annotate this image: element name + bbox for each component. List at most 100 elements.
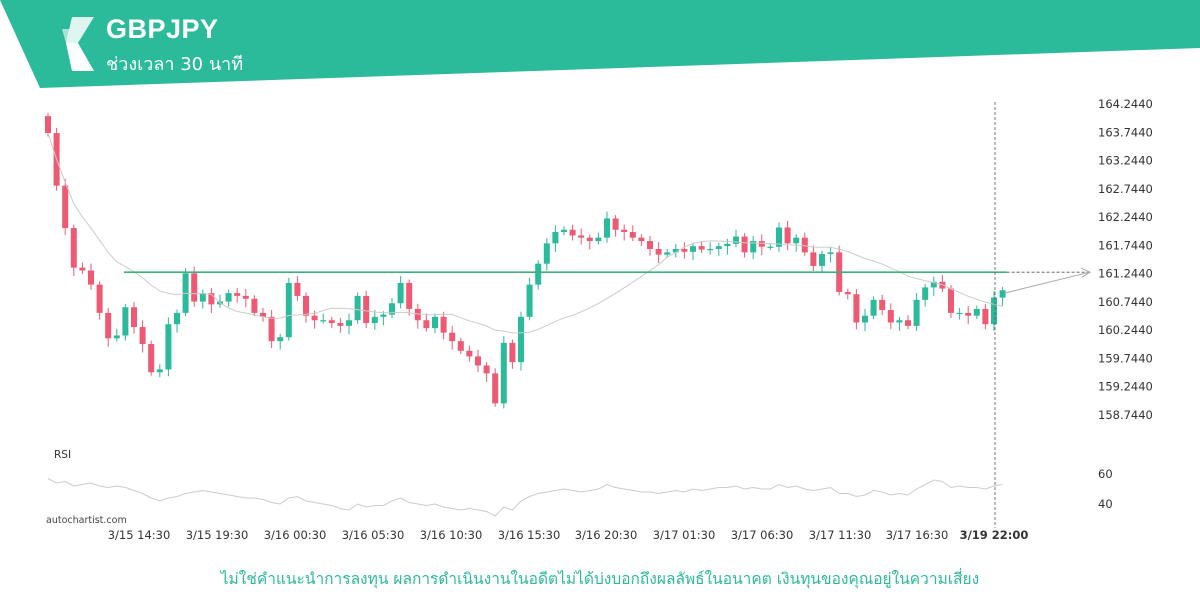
candle: [965, 306, 972, 325]
x-tick-label: 3/16 20:30: [575, 528, 638, 542]
candle: [922, 284, 929, 307]
x-tick-label: 3/15 19:30: [186, 528, 249, 542]
candle: [715, 242, 722, 256]
candle: [242, 289, 249, 308]
candle: [552, 225, 559, 252]
candle: [70, 224, 77, 277]
y-tick-label: 158.7440: [1098, 408, 1153, 422]
candle: [363, 290, 370, 329]
candle: [758, 234, 765, 256]
candle: [475, 349, 481, 373]
candle: [879, 294, 886, 316]
candle: [776, 222, 782, 252]
candle: [449, 325, 456, 350]
header-shape: [0, 0, 1200, 88]
candle: [139, 320, 146, 353]
candle: [896, 316, 903, 331]
moving-average-line: [47, 132, 1003, 334]
candle: [595, 232, 602, 245]
x-tick-label: 3/17 11:30: [809, 528, 872, 542]
rsi-tick-label: 40: [1098, 497, 1113, 511]
candle: [844, 288, 851, 300]
x-axis: 3/15 14:30 3/15 19:30 3/16 00:30 3/16 05:30…: [108, 528, 1029, 542]
candle: [655, 242, 662, 264]
candle: [191, 266, 198, 307]
candle: [905, 315, 911, 330]
candle: [148, 340, 155, 376]
forecast-arrow-head-icon: [1080, 267, 1092, 278]
candle: [569, 224, 576, 241]
risk-disclaimer: ไม่ใช่คำแนะนำการลงทุน ผลการดำเนินงานในอด…: [220, 570, 980, 588]
candle: [156, 364, 163, 378]
candle: [79, 262, 86, 274]
y-tick-label: 159.2440: [1098, 380, 1153, 394]
candle: [122, 303, 129, 341]
rsi-line: [47, 478, 1003, 517]
candle: [887, 303, 894, 330]
candle: [466, 345, 473, 362]
candle: [629, 225, 636, 242]
candle: [543, 238, 550, 271]
candle: [354, 292, 361, 324]
candle: [586, 234, 593, 250]
candle: [509, 339, 516, 369]
candle: [389, 298, 395, 318]
candle: [741, 233, 748, 258]
candle: [853, 289, 860, 330]
x-tick-label: 3/16 00:30: [264, 528, 327, 542]
candle: [96, 281, 103, 320]
candle: [182, 268, 189, 317]
candle: [423, 313, 430, 332]
candle: [234, 287, 241, 303]
y-tick-label: 160.7440: [1098, 295, 1153, 309]
x-tick-label: 3/17 06:30: [731, 528, 794, 542]
candle: [320, 313, 327, 324]
candle: [303, 292, 309, 323]
rsi-label: RSI: [54, 449, 71, 461]
candle: [88, 263, 94, 290]
y-tick-label: 164.2440: [1098, 97, 1153, 111]
x-tick-label: 3/16 05:30: [342, 528, 405, 542]
candle: [698, 241, 705, 253]
candle: [948, 285, 954, 318]
candle: [690, 242, 696, 261]
candle: [707, 242, 714, 255]
candle: [767, 243, 774, 251]
candle: [260, 307, 266, 322]
symbol-title: GBPJPY: [106, 14, 219, 44]
candle: [870, 296, 877, 320]
candle: [801, 232, 808, 256]
candle: [518, 311, 524, 371]
candle: [105, 307, 112, 347]
y-tick-label: 161.2440: [1098, 267, 1153, 281]
candle: [930, 276, 937, 296]
candle: [638, 234, 645, 247]
candle: [750, 235, 757, 260]
candle: [225, 289, 232, 307]
forecast-arrow: [1004, 271, 1091, 294]
candle: [492, 368, 499, 407]
candle: [131, 302, 137, 334]
header-banner: GBPJPY ช่วงเวลา 30 นาที: [0, 0, 1200, 88]
candle: [62, 178, 69, 235]
y-tick-label: 159.7440: [1098, 351, 1153, 365]
y-tick-label: 163.2440: [1098, 154, 1153, 168]
x-tick-label: 3/17 01:30: [653, 528, 716, 542]
candle: [784, 220, 791, 251]
timeframe-label: ช่วงเวลา 30 นาที: [106, 54, 244, 75]
candle: [578, 228, 585, 245]
candle: [268, 310, 275, 348]
candle: [827, 247, 834, 263]
y-tick-label: 161.7440: [1098, 238, 1153, 252]
candle: [664, 248, 671, 259]
candle: [672, 243, 679, 258]
candle: [991, 290, 997, 331]
candle: [277, 333, 284, 350]
candle: [973, 305, 980, 320]
candle: [647, 235, 653, 256]
candle: [432, 313, 438, 334]
y-tick-label: 162.2440: [1098, 210, 1153, 224]
candle: [526, 277, 533, 321]
candle: [328, 316, 335, 329]
